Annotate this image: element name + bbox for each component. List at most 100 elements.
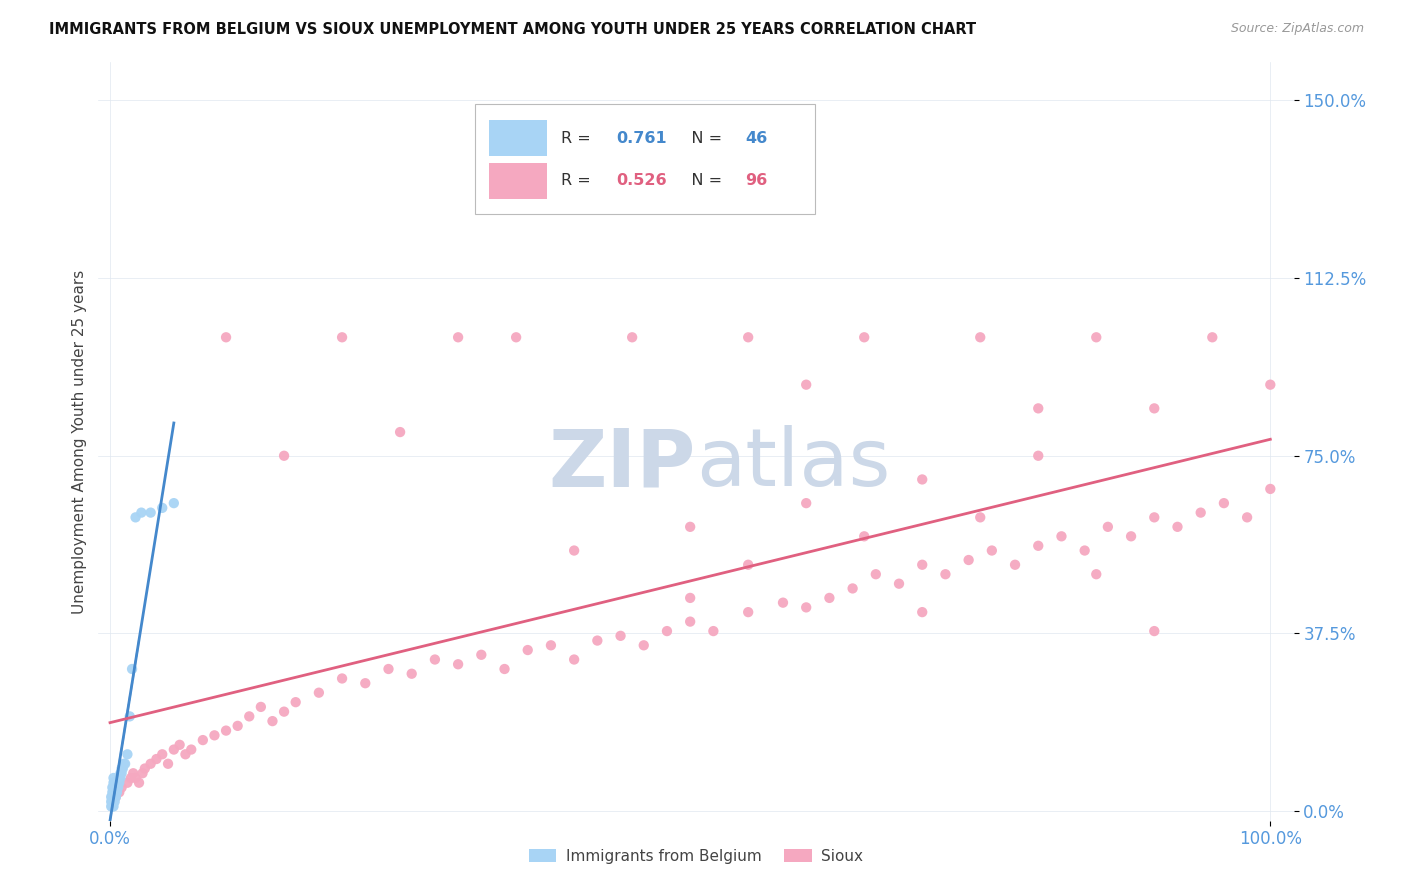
Point — [586, 633, 609, 648]
Point — [104, 789, 127, 804]
Point — [103, 799, 125, 814]
Point — [1143, 510, 1166, 524]
Text: 96: 96 — [745, 173, 768, 188]
Point — [308, 686, 330, 700]
Bar — [489, 162, 547, 199]
Point — [226, 719, 249, 733]
Point — [1212, 496, 1234, 510]
Point — [117, 776, 139, 790]
Point — [121, 662, 143, 676]
Point — [215, 330, 238, 344]
Point — [118, 709, 141, 723]
Legend: Immigrants from Belgium, Sioux: Immigrants from Belgium, Sioux — [523, 843, 869, 870]
Point — [112, 756, 135, 771]
Point — [120, 771, 142, 785]
Point — [163, 742, 186, 756]
Point — [980, 543, 1002, 558]
Point — [117, 747, 139, 762]
Point — [702, 624, 724, 639]
Point — [139, 506, 162, 520]
Point — [215, 723, 238, 738]
Point — [1189, 506, 1212, 520]
Point — [447, 657, 470, 672]
Point — [111, 766, 134, 780]
Point — [887, 576, 910, 591]
Point — [104, 785, 127, 799]
Point — [174, 747, 197, 762]
Point — [609, 629, 631, 643]
Text: IMMIGRANTS FROM BELGIUM VS SIOUX UNEMPLOYMENT AMONG YOUTH UNDER 25 YEARS CORRELA: IMMIGRANTS FROM BELGIUM VS SIOUX UNEMPLO… — [49, 22, 976, 37]
Point — [865, 567, 887, 582]
Point — [679, 615, 702, 629]
Point — [1143, 401, 1166, 416]
Point — [1236, 510, 1258, 524]
Point — [470, 648, 492, 662]
Point — [1085, 330, 1108, 344]
Point — [516, 643, 538, 657]
Point — [841, 582, 863, 596]
Point — [105, 776, 128, 790]
Point — [794, 377, 817, 392]
Point — [101, 795, 124, 809]
Point — [969, 330, 991, 344]
Point — [111, 780, 134, 795]
Point — [169, 738, 191, 752]
Point — [1026, 401, 1049, 416]
Point — [101, 789, 124, 804]
Point — [150, 500, 173, 515]
Point — [122, 766, 145, 780]
Point — [1004, 558, 1026, 572]
Point — [540, 638, 562, 652]
Point — [1119, 529, 1142, 543]
Text: R =: R = — [561, 131, 600, 145]
Point — [679, 591, 702, 605]
Point — [131, 506, 153, 520]
Point — [101, 780, 124, 795]
Point — [131, 766, 153, 780]
Bar — [489, 120, 547, 156]
Point — [180, 742, 202, 756]
Point — [354, 676, 377, 690]
Point — [107, 780, 129, 795]
Point — [100, 799, 122, 814]
Point — [262, 714, 284, 728]
Point — [191, 733, 214, 747]
Point — [562, 652, 585, 666]
Point — [1026, 539, 1049, 553]
Point — [145, 752, 167, 766]
Y-axis label: Unemployment Among Youth under 25 years: Unemployment Among Youth under 25 years — [72, 269, 87, 614]
Point — [330, 330, 353, 344]
Point — [1258, 377, 1281, 392]
Point — [103, 776, 125, 790]
Point — [124, 771, 146, 785]
Point — [104, 776, 127, 790]
Point — [273, 449, 295, 463]
Point — [969, 510, 991, 524]
Point — [794, 496, 817, 510]
Text: 0.761: 0.761 — [616, 131, 666, 145]
Point — [818, 591, 841, 605]
Point — [100, 789, 122, 804]
Point — [853, 529, 876, 543]
Point — [633, 638, 655, 652]
Point — [494, 662, 516, 676]
Point — [108, 771, 131, 785]
Point — [103, 795, 125, 809]
Point — [204, 728, 226, 742]
Point — [103, 771, 125, 785]
Point — [139, 756, 162, 771]
Point — [330, 672, 353, 686]
Point — [934, 567, 956, 582]
Point — [911, 558, 934, 572]
Point — [401, 666, 423, 681]
Text: 46: 46 — [745, 131, 768, 145]
Point — [150, 747, 173, 762]
Point — [107, 776, 129, 790]
Point — [505, 330, 527, 344]
Point — [108, 785, 131, 799]
Point — [447, 330, 470, 344]
Point — [1097, 520, 1119, 534]
Point — [1166, 520, 1188, 534]
Point — [104, 780, 127, 795]
Point — [124, 510, 146, 524]
